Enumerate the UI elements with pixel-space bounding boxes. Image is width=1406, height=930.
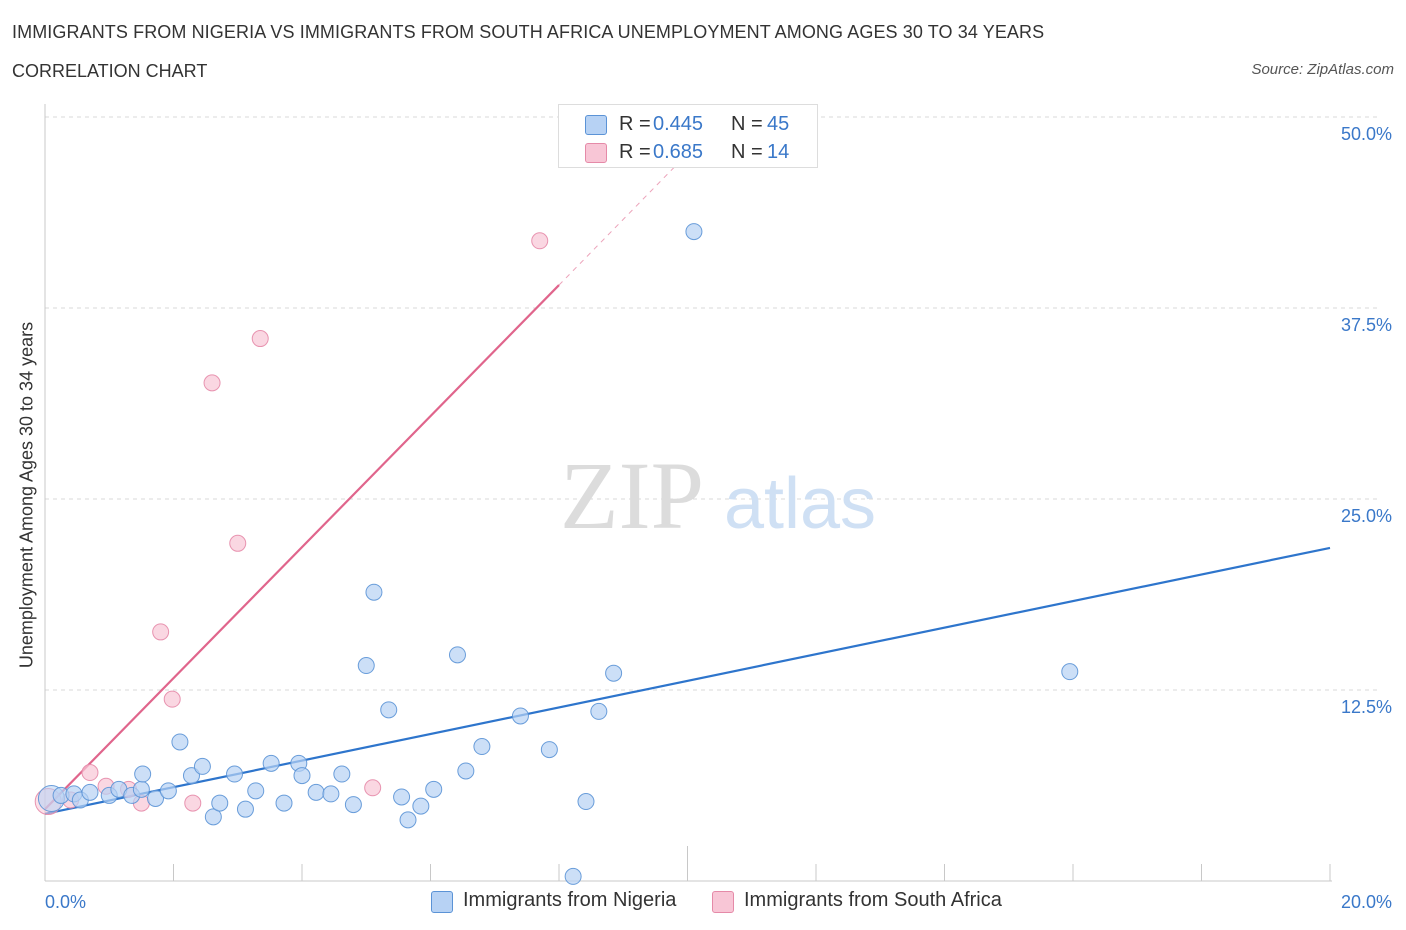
x-tick-label: 0.0% (45, 892, 86, 912)
trend-lines (44, 153, 1331, 815)
nigeria-point (473, 738, 491, 756)
nigeria-point (171, 733, 189, 751)
nigeria-point (262, 754, 280, 772)
nigeria-point (193, 757, 211, 775)
tick-labels: 12.5% 25.0% 37.5% 50.0% 0.0% 20.0% (45, 124, 1392, 912)
south-africa-point (184, 794, 202, 812)
south-africa-point (81, 764, 99, 782)
nigeria-point (590, 702, 608, 720)
south-africa-point (152, 623, 170, 641)
nigeria-point (344, 796, 362, 814)
watermark-zip: ZIP (560, 442, 704, 549)
data-points (34, 223, 1079, 885)
nigeria-point (448, 646, 466, 664)
series-swatch-south-africa (712, 891, 734, 913)
legend-swatch-nigeria (585, 115, 607, 135)
series-label-nigeria: Immigrants from Nigeria (463, 889, 677, 911)
nigeria-point (182, 767, 200, 785)
nigeria-point (236, 800, 254, 818)
nigeria-point (399, 811, 417, 829)
nigeria-point (457, 762, 475, 780)
chart-subtitle: CORRELATION CHART (12, 61, 208, 81)
source-credit: Source: ZipAtlas.com (1251, 61, 1394, 78)
nigeria-point (333, 765, 351, 783)
nigeria-point (211, 794, 229, 812)
legend-swatch-south-africa (585, 143, 607, 163)
series-legend-south-africa[interactable]: Immigrants from South Africa (712, 888, 1012, 916)
correlation-legend: R = 0.445 N = 45 R = 0.685 N = 14 (558, 104, 818, 168)
y-tick-label: 50.0% (1341, 124, 1392, 144)
nigeria-point (81, 783, 99, 801)
nigeria-point (577, 793, 595, 811)
nigeria-point (247, 782, 265, 800)
axis-layer (44, 104, 1332, 882)
legend-n-value: 14 (767, 141, 790, 163)
legend-r-label: R = (619, 113, 651, 135)
south-africa-point (251, 330, 269, 348)
x-tick-label: 20.0% (1341, 892, 1392, 912)
legend-n-value: 45 (767, 113, 790, 135)
nigeria-point (357, 657, 375, 675)
chart-title: IMMIGRANTS FROM NIGERIA VS IMMIGRANTS FR… (12, 22, 1045, 42)
series-label-south-africa: Immigrants from South Africa (744, 889, 1002, 911)
south-africa-point (531, 232, 549, 250)
watermark-atlas: atlas (724, 464, 876, 544)
nigeria-point (365, 583, 383, 601)
nigeria-point (412, 797, 430, 815)
legend-r-value: 0.685 (653, 141, 704, 163)
nigeria-point (134, 765, 152, 783)
nigeria-point (293, 767, 311, 785)
nigeria-point (605, 664, 623, 682)
watermark: ZIP atlas (560, 442, 876, 549)
y-tick-label: 25.0% (1341, 506, 1392, 526)
legend-r-label: R = (619, 141, 651, 163)
nigeria-point (380, 701, 398, 719)
nigeria-point (275, 794, 293, 812)
legend-n-label: N = (731, 141, 763, 163)
nigeria-trend-line (44, 546, 1331, 815)
y-tick-label: 12.5% (1341, 697, 1392, 717)
series-legend-nigeria[interactable]: Immigrants from Nigeria (431, 888, 691, 916)
south-africa-trend-line (44, 284, 560, 810)
south-africa-point (229, 534, 247, 552)
nigeria-point (132, 780, 150, 798)
nigeria-point (564, 867, 582, 885)
y-axis-label: Unemployment Among Ages 30 to 34 years (16, 321, 37, 669)
nigeria-point (685, 223, 703, 241)
y-tick-label: 37.5% (1341, 315, 1392, 335)
nigeria-point (1061, 663, 1079, 681)
south-africa-point (163, 690, 181, 708)
south-africa-point (364, 779, 382, 797)
nigeria-point (511, 707, 529, 725)
nigeria-point (226, 765, 244, 783)
nigeria-point (393, 788, 411, 806)
nigeria-point (540, 741, 558, 759)
south-africa-point (203, 374, 221, 392)
nigeria-point (159, 782, 177, 800)
nigeria-point (204, 808, 222, 826)
nigeria-point (425, 780, 443, 798)
legend-r-value: 0.445 (653, 113, 704, 135)
nigeria-point (322, 785, 340, 803)
nigeria-point (307, 783, 325, 801)
south-africa-trend-extension (558, 153, 688, 286)
series-swatch-nigeria (431, 891, 453, 913)
nigeria-point (147, 789, 165, 807)
legend-n-label: N = (731, 113, 763, 135)
